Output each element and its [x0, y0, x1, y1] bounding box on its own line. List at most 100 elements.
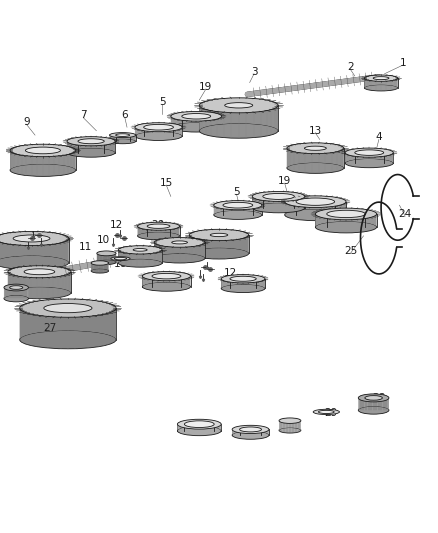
Text: 12: 12: [223, 268, 237, 278]
Ellipse shape: [142, 282, 191, 291]
Text: 20: 20: [151, 220, 164, 230]
Ellipse shape: [147, 224, 170, 228]
Ellipse shape: [8, 287, 71, 299]
Ellipse shape: [252, 191, 305, 201]
Ellipse shape: [210, 233, 228, 237]
Polygon shape: [0, 231, 69, 263]
Text: 2: 2: [347, 62, 354, 72]
Polygon shape: [177, 419, 221, 431]
Ellipse shape: [240, 427, 261, 432]
Ellipse shape: [67, 136, 115, 146]
Text: 25: 25: [344, 246, 357, 256]
Ellipse shape: [221, 274, 265, 283]
Ellipse shape: [138, 232, 180, 240]
Ellipse shape: [142, 271, 191, 281]
Text: 30: 30: [287, 422, 300, 431]
Ellipse shape: [364, 85, 398, 91]
Ellipse shape: [318, 410, 334, 414]
Ellipse shape: [24, 269, 55, 274]
Text: 31: 31: [245, 430, 258, 440]
Ellipse shape: [133, 248, 147, 251]
Polygon shape: [154, 238, 205, 258]
Ellipse shape: [10, 286, 23, 289]
Text: 12: 12: [24, 242, 37, 252]
Ellipse shape: [230, 276, 256, 281]
Text: 33: 33: [193, 426, 206, 436]
Ellipse shape: [365, 395, 382, 400]
Polygon shape: [287, 143, 344, 168]
Text: 4: 4: [161, 279, 168, 289]
Ellipse shape: [304, 146, 326, 150]
Text: 16: 16: [114, 260, 127, 269]
Ellipse shape: [285, 196, 346, 207]
Text: 17: 17: [101, 251, 114, 261]
Ellipse shape: [355, 150, 384, 155]
Text: 29: 29: [324, 408, 337, 418]
Text: 19: 19: [199, 82, 212, 92]
Text: 19: 19: [278, 176, 291, 186]
Ellipse shape: [189, 229, 249, 240]
Polygon shape: [138, 222, 180, 236]
Polygon shape: [20, 299, 116, 340]
Ellipse shape: [199, 98, 278, 113]
Ellipse shape: [358, 406, 389, 414]
Text: 13: 13: [309, 126, 322, 136]
Text: 28: 28: [372, 393, 385, 403]
Ellipse shape: [184, 421, 214, 427]
Ellipse shape: [327, 211, 365, 217]
Text: 5: 5: [233, 187, 240, 197]
Ellipse shape: [144, 124, 173, 130]
Ellipse shape: [10, 144, 76, 157]
Text: 11: 11: [79, 242, 92, 252]
Text: 15: 15: [160, 178, 173, 188]
Text: 6: 6: [121, 110, 128, 120]
Ellipse shape: [225, 103, 253, 108]
Polygon shape: [4, 284, 28, 298]
Polygon shape: [279, 418, 301, 430]
Ellipse shape: [296, 198, 335, 205]
Polygon shape: [285, 196, 346, 215]
Polygon shape: [315, 208, 377, 227]
Ellipse shape: [345, 158, 393, 168]
Ellipse shape: [171, 111, 222, 121]
Ellipse shape: [315, 221, 377, 233]
Text: 18: 18: [18, 237, 31, 247]
Ellipse shape: [364, 75, 398, 82]
Ellipse shape: [177, 419, 221, 429]
Ellipse shape: [20, 330, 116, 349]
Ellipse shape: [118, 259, 162, 267]
Text: 7: 7: [80, 110, 87, 120]
Ellipse shape: [152, 273, 181, 279]
Ellipse shape: [263, 193, 294, 199]
Ellipse shape: [111, 257, 130, 261]
Ellipse shape: [287, 163, 344, 173]
Text: 12: 12: [110, 220, 123, 230]
Ellipse shape: [315, 208, 377, 220]
Polygon shape: [232, 425, 269, 435]
Ellipse shape: [135, 123, 182, 132]
Ellipse shape: [232, 431, 269, 439]
Ellipse shape: [110, 139, 136, 144]
Polygon shape: [221, 274, 265, 288]
Ellipse shape: [252, 203, 305, 213]
Polygon shape: [199, 98, 278, 131]
Polygon shape: [142, 271, 191, 287]
Ellipse shape: [172, 241, 187, 244]
Ellipse shape: [0, 255, 69, 270]
Ellipse shape: [91, 269, 109, 273]
Polygon shape: [364, 75, 398, 88]
Text: 26: 26: [237, 281, 250, 291]
Ellipse shape: [199, 123, 278, 138]
Text: 11: 11: [175, 253, 188, 263]
Polygon shape: [97, 251, 116, 262]
Ellipse shape: [97, 251, 116, 256]
Polygon shape: [214, 200, 262, 215]
Ellipse shape: [44, 303, 92, 313]
Ellipse shape: [313, 409, 339, 415]
Polygon shape: [252, 191, 305, 208]
Ellipse shape: [182, 114, 211, 119]
Polygon shape: [110, 133, 136, 141]
Ellipse shape: [91, 261, 109, 265]
Polygon shape: [67, 136, 115, 152]
Ellipse shape: [189, 248, 249, 259]
